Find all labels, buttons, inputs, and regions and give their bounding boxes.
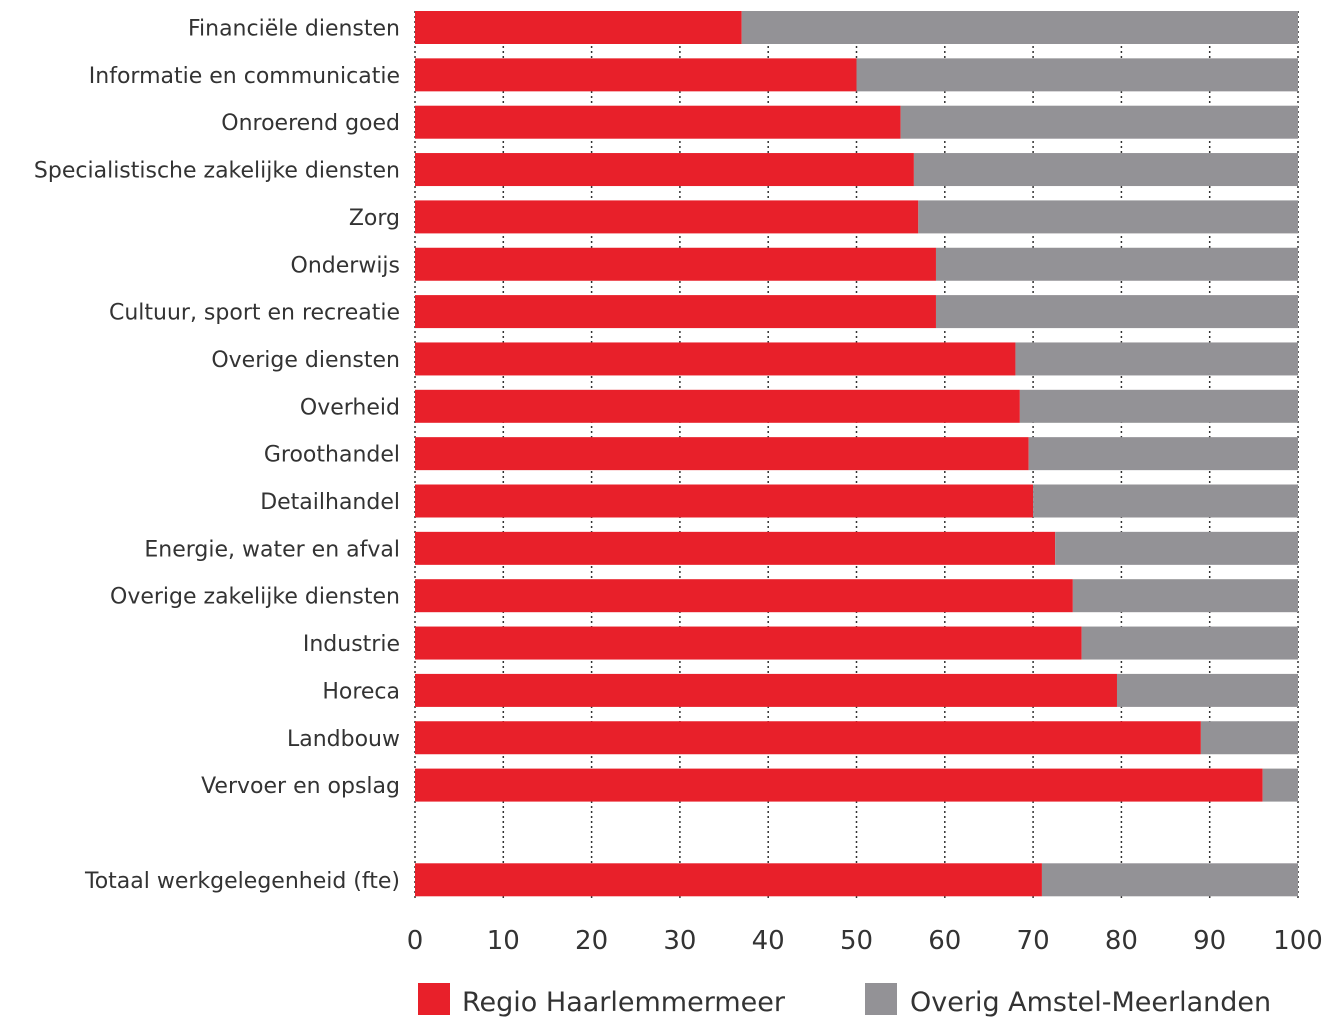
bar-segment-overig-amstel-meerlanden <box>1055 531 1298 565</box>
legend-label: Overig Amstel-Meerlanden <box>910 987 1271 1018</box>
x-tick-label: 80 <box>1105 926 1138 956</box>
legend-swatch <box>418 983 450 1015</box>
x-tick-label: 10 <box>487 926 520 956</box>
category-label: Groothandel <box>264 443 400 468</box>
bar-segment-regio-haarlemmermeer <box>415 389 1020 423</box>
bar-segment-overig-amstel-meerlanden <box>1033 484 1298 518</box>
x-tick-label: 90 <box>1193 926 1226 956</box>
bar-segment-overig-amstel-meerlanden <box>913 153 1298 187</box>
bar-segment-overig-amstel-meerlanden <box>1116 673 1298 707</box>
bar-segment-overig-amstel-meerlanden <box>1028 437 1298 471</box>
bar-segment-regio-haarlemmermeer <box>415 247 936 281</box>
bar-segment-overig-amstel-meerlanden <box>918 200 1298 234</box>
bar-segment-regio-haarlemmermeer <box>415 153 914 187</box>
category-labels: Financiële diensten Informatie en communi… <box>34 17 400 894</box>
bar-segment-overig-amstel-meerlanden <box>1019 389 1298 423</box>
legend-swatch <box>865 983 897 1015</box>
bar-segment-overig-amstel-meerlanden <box>935 247 1298 281</box>
bar-segment-regio-haarlemmermeer <box>415 721 1201 755</box>
category-label: Overige zakelijke diensten <box>110 585 400 610</box>
x-tick-labels: 0 10 20 30 40 50 60 70 80 90 100 <box>407 926 1323 956</box>
bar-segment-regio-haarlemmermeer <box>415 531 1056 565</box>
category-label: Horeca <box>322 679 400 704</box>
bar-segment-regio-haarlemmermeer <box>415 768 1263 802</box>
bar-segment-overig-amstel-meerlanden <box>1081 626 1298 660</box>
category-label: Vervoer en opslag <box>201 774 400 799</box>
bar-segment-overig-amstel-meerlanden <box>1015 342 1298 376</box>
x-tick-label: 50 <box>840 926 873 956</box>
x-tick-label: 70 <box>1017 926 1050 956</box>
category-label: Overheid <box>300 395 400 420</box>
category-label: Totaal werkgelegenheid (fte) <box>84 869 400 894</box>
bar-segment-regio-haarlemmermeer <box>415 58 857 92</box>
bar-segment-regio-haarlemmermeer <box>415 863 1042 897</box>
category-label: Industrie <box>303 632 400 657</box>
x-tick-label: 40 <box>752 926 785 956</box>
category-label: Overige diensten <box>211 348 400 373</box>
bar-segment-overig-amstel-meerlanden <box>1041 863 1298 897</box>
legend: Regio Haarlemmermeer Overig Amstel-Meerla… <box>418 983 1271 1018</box>
x-tick-label: 20 <box>575 926 608 956</box>
x-tick-label: 100 <box>1273 926 1323 956</box>
bar-segment-overig-amstel-meerlanden <box>1072 579 1298 613</box>
bar-segment-overig-amstel-meerlanden <box>900 105 1298 139</box>
bar-segment-regio-haarlemmermeer <box>415 200 919 234</box>
category-label: Zorg <box>349 206 400 231</box>
bars <box>415 11 1298 897</box>
category-label: Energie, water en afval <box>144 537 400 562</box>
category-label: Onroerend goed <box>221 111 400 136</box>
x-tick-label: 30 <box>663 926 696 956</box>
x-tick-label: 0 <box>407 926 424 956</box>
category-label: Informatie en communicatie <box>89 64 400 89</box>
bar-segment-overig-amstel-meerlanden <box>856 58 1298 92</box>
bar-segment-overig-amstel-meerlanden <box>1200 721 1298 755</box>
category-label: Specialistische zakelijke diensten <box>34 159 400 184</box>
category-label: Onderwijs <box>291 253 400 278</box>
bar-segment-regio-haarlemmermeer <box>415 673 1117 707</box>
bar-segment-overig-amstel-meerlanden <box>1262 768 1298 802</box>
bar-segment-regio-haarlemmermeer <box>415 484 1034 518</box>
bar-segment-overig-amstel-meerlanden <box>741 11 1298 44</box>
bar-segment-overig-amstel-meerlanden <box>935 295 1298 329</box>
category-label: Financiële diensten <box>188 17 400 42</box>
bar-segment-regio-haarlemmermeer <box>415 105 901 139</box>
category-label: Cultuur, sport en recreatie <box>109 301 400 326</box>
bar-segment-regio-haarlemmermeer <box>415 342 1016 376</box>
x-tick-label: 60 <box>928 926 961 956</box>
category-label: Landbouw <box>287 727 400 752</box>
category-label: Detailhandel <box>260 490 400 515</box>
bar-segment-regio-haarlemmermeer <box>415 579 1073 613</box>
bar-segment-regio-haarlemmermeer <box>415 437 1029 471</box>
bar-segment-regio-haarlemmermeer <box>415 11 742 44</box>
legend-label: Regio Haarlemmermeer <box>462 987 786 1018</box>
bar-segment-regio-haarlemmermeer <box>415 626 1082 660</box>
bar-segment-regio-haarlemmermeer <box>415 295 936 329</box>
